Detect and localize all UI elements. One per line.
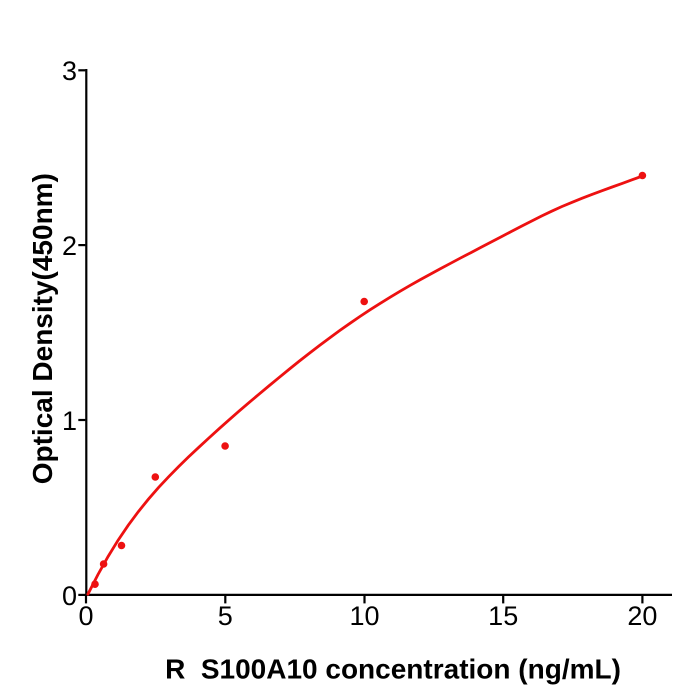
svg-text:1: 1: [62, 406, 77, 436]
svg-text:3: 3: [62, 56, 77, 86]
svg-text:5: 5: [218, 601, 233, 631]
svg-text:20: 20: [627, 601, 657, 631]
svg-text:10: 10: [349, 601, 379, 631]
svg-text:15: 15: [488, 601, 518, 631]
svg-text:0: 0: [62, 581, 77, 611]
svg-text:0: 0: [78, 601, 93, 631]
svg-text:2: 2: [62, 231, 77, 261]
svg-text:R S100A10 concentration (ng/m: R S100A10 concentration (ng/mL): [165, 654, 621, 685]
svg-text:Optical Density(450nm): Optical Density(450nm): [27, 173, 58, 484]
